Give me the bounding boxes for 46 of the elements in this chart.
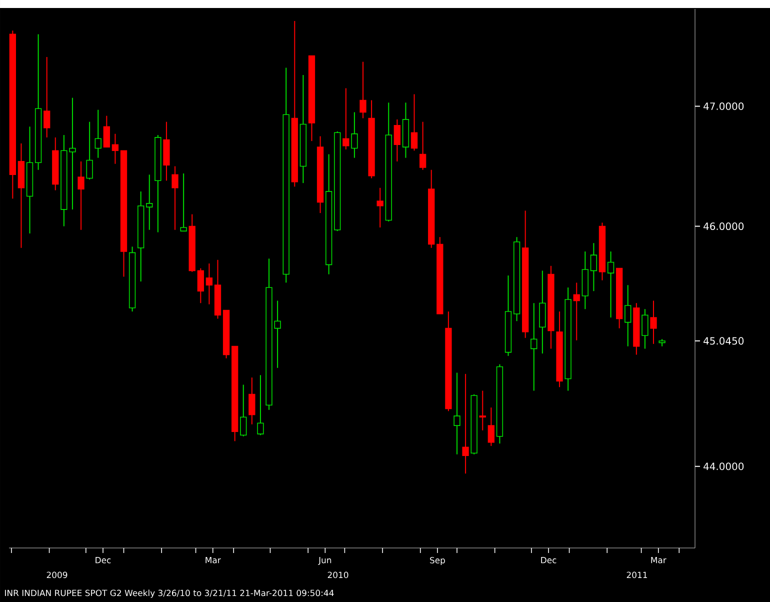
text: 2009 [46,572,68,578]
candlestick [590,242,598,292]
candlestick [642,308,648,350]
candlestick [78,160,84,230]
candlestick [257,374,264,436]
x-tick-label: Jun [318,557,332,565]
candlestick [410,94,418,152]
x-tick-label: Mar [651,557,666,564]
candlestick [376,187,384,228]
candlestick [650,300,657,344]
text: 2011 [626,572,647,578]
candlestick [573,282,580,341]
y-tick-label: 45.0450 [704,337,744,345]
candlestick [624,284,632,347]
candlestick [342,88,350,150]
candlestick [197,268,204,304]
candlestick [44,56,50,138]
candlestick [479,390,486,431]
candlestick [351,112,358,158]
x-tick-label: Sep [430,557,445,566]
x-tick-label: Mar [206,557,221,564]
candlestick [206,262,213,305]
text: INR INDIAN RUPEE SPOT G2 Weekly 3/26/10 to 3/21/11 21-Mar-2011 09:50:44 [5,590,334,598]
candlestick [248,377,256,425]
candlestick [394,118,401,162]
candlestick [488,407,494,446]
candlestick [360,61,366,119]
candlestick [419,121,426,170]
y-tick-label: 47.0000 [704,102,744,110]
candlestick [454,372,460,455]
candlestick [146,174,153,230]
candlestick [240,384,247,437]
candlestick [180,172,187,232]
candlestick [607,250,614,318]
candlestick [462,373,469,474]
candlestick [103,115,110,148]
y-tick-label: 44.0000 [704,462,744,470]
x-tick-label: Dec [96,557,111,564]
text: 2010 [328,572,348,578]
x-tick-label: Dec [541,557,556,564]
candlestick [172,166,178,230]
candlestick [530,302,538,392]
candlestick [94,109,102,158]
candlestick [86,121,93,180]
candlestick [112,133,119,164]
y-tick-label: 46.0000 [704,222,744,230]
